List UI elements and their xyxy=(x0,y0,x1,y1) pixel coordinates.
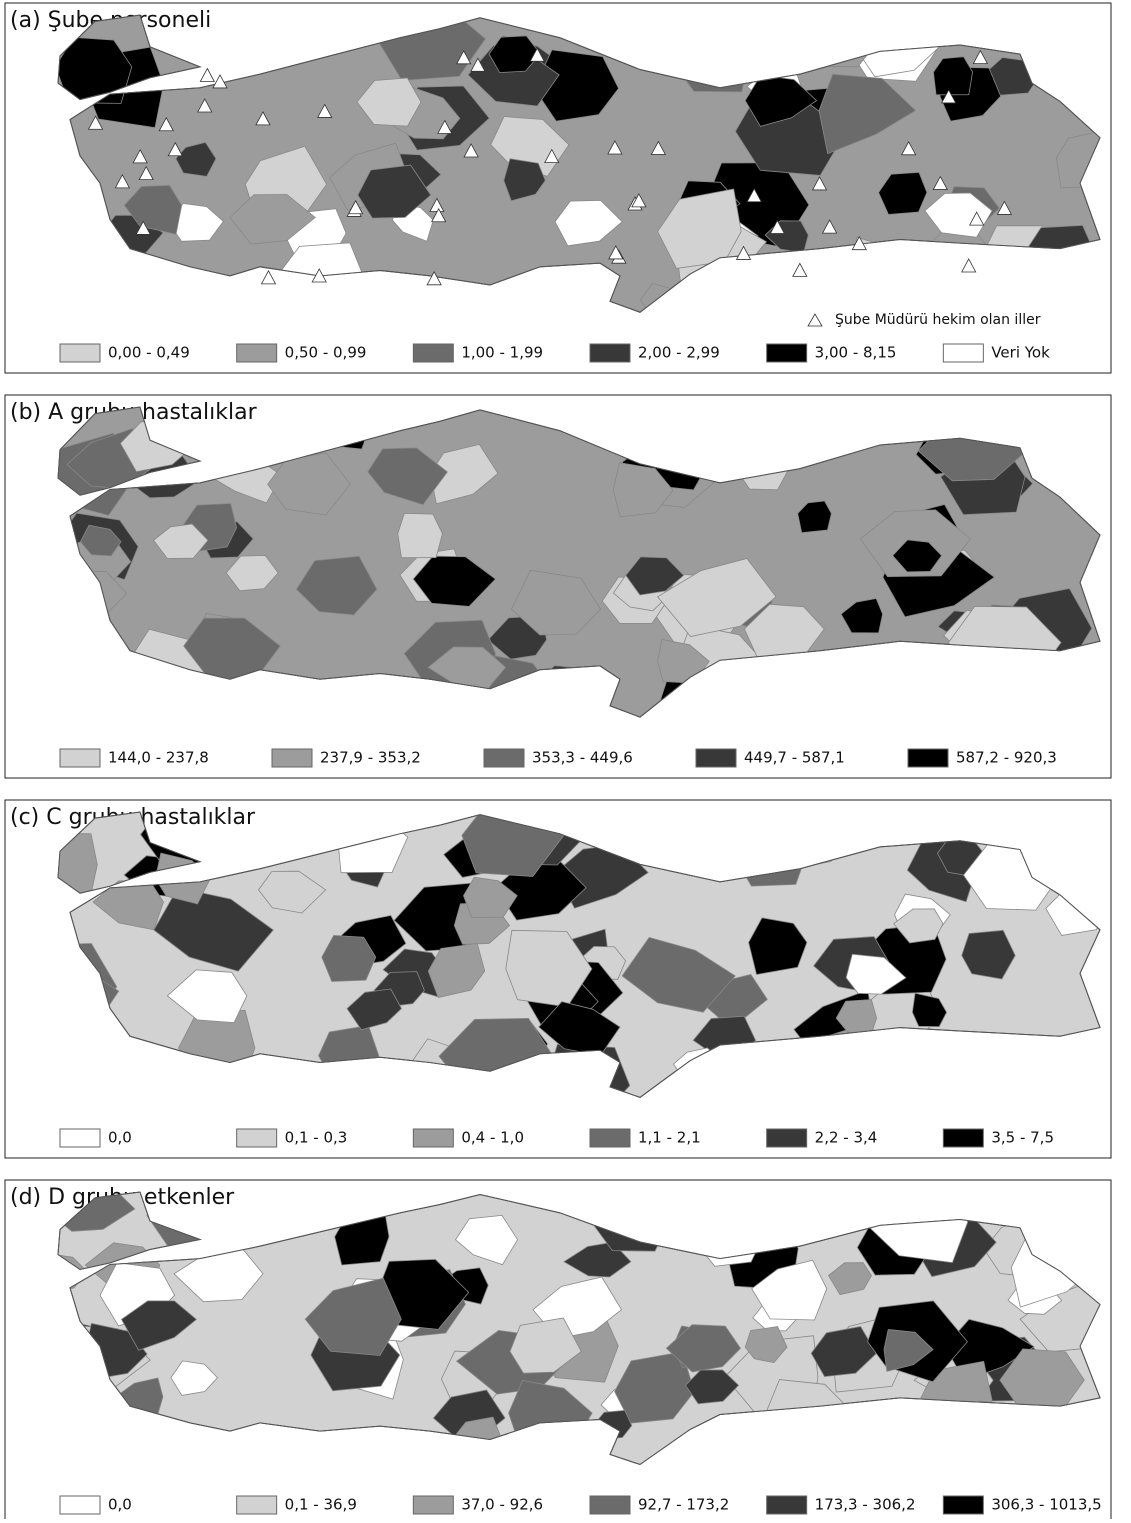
legend-swatch xyxy=(237,1129,277,1147)
legend-swatch xyxy=(272,749,312,767)
legend-swatch xyxy=(237,1496,277,1514)
province xyxy=(207,12,279,75)
province xyxy=(27,676,119,737)
province xyxy=(256,817,304,846)
legend-swatch xyxy=(590,344,630,362)
legend-label: 237,9 - 353,2 xyxy=(320,749,421,767)
legend-swatch xyxy=(767,1129,807,1147)
legend-swatch xyxy=(590,1129,630,1147)
province xyxy=(920,254,982,315)
province xyxy=(980,1158,1075,1221)
province xyxy=(1008,258,1063,296)
province xyxy=(1019,407,1062,442)
province xyxy=(854,1433,924,1488)
legend-label: 2,2 - 3,4 xyxy=(815,1129,878,1147)
legend-label: 144,0 - 237,8 xyxy=(108,749,209,767)
legend-label: Veri Yok xyxy=(991,344,1050,362)
triangle-marker xyxy=(793,263,807,276)
province xyxy=(804,1030,859,1083)
province xyxy=(1041,1232,1082,1264)
triangle-marker xyxy=(213,75,227,88)
province xyxy=(995,1450,1048,1478)
triangle-marker xyxy=(200,69,214,82)
note-symbol xyxy=(808,314,822,326)
legend-swatch xyxy=(767,344,807,362)
legend-label: 449,7 - 587,1 xyxy=(744,749,845,767)
legend-swatch xyxy=(413,344,453,362)
legend-label: 3,5 - 7,5 xyxy=(991,1129,1054,1147)
note-text: Şube Müdürü hekim olan iller xyxy=(835,312,1041,328)
panel: (a) Şube personeliŞube Müdürü hekim olan… xyxy=(5,0,1127,373)
panel: (d) D grubu etkenler0,00,1 - 36,937,0 - … xyxy=(5,1158,1121,1519)
province xyxy=(876,1055,918,1099)
legend-swatch xyxy=(60,1496,100,1514)
province xyxy=(1059,690,1131,740)
legend-swatch xyxy=(237,344,277,362)
legend-label: 2,00 - 2,99 xyxy=(638,344,720,362)
legend-swatch xyxy=(484,749,524,767)
legend-label: 0,1 - 36,9 xyxy=(285,1496,357,1514)
province xyxy=(759,264,815,306)
legend-label: 587,2 - 920,3 xyxy=(956,749,1057,767)
province xyxy=(873,1055,966,1108)
legend-swatch xyxy=(413,1129,453,1147)
legend-swatch xyxy=(590,1496,630,1514)
province xyxy=(858,1050,963,1113)
province xyxy=(742,1047,821,1095)
province xyxy=(67,245,121,285)
province xyxy=(32,833,98,895)
triangle-marker xyxy=(261,271,275,284)
province xyxy=(1015,662,1097,718)
legend-swatch xyxy=(943,1129,983,1147)
legend-swatch xyxy=(60,1129,100,1147)
legend-label: 0,50 - 0,99 xyxy=(285,344,367,362)
legend-swatch xyxy=(60,344,100,362)
legend-label: 0,4 - 1,0 xyxy=(461,1129,524,1147)
triangle-marker xyxy=(962,259,976,272)
province xyxy=(1028,1189,1070,1225)
legend-label: 0,1 - 0,3 xyxy=(285,1129,348,1147)
province xyxy=(335,1207,389,1266)
figure: (a) Şube personeliŞube Müdürü hekim olan… xyxy=(0,0,1131,1519)
province xyxy=(398,513,443,557)
province xyxy=(904,1049,974,1093)
legend-label: 353,3 - 449,6 xyxy=(532,749,633,767)
legend-label: 92,7 - 173,2 xyxy=(638,1496,729,1514)
legend-label: 1,1 - 2,1 xyxy=(638,1129,701,1147)
province xyxy=(29,269,92,310)
page: (a) Şube personeliŞube Müdürü hekim olan… xyxy=(0,0,1131,1519)
legend-label: 0,00 - 0,49 xyxy=(108,344,190,362)
legend-label: 0,0 xyxy=(108,1129,132,1147)
legend-label: 306,3 - 1013,5 xyxy=(991,1496,1101,1514)
panel: (c) C grubu hastalıklar0,00,1 - 0,30,4 -… xyxy=(5,799,1111,1158)
panel: (b) A grubu hastalıklar144,0 - 237,8237,… xyxy=(5,382,1131,778)
legend-swatch xyxy=(413,1496,453,1514)
province xyxy=(796,799,858,850)
legend-label: 37,0 - 92,6 xyxy=(461,1496,543,1514)
legend-swatch xyxy=(60,749,100,767)
province xyxy=(864,683,946,745)
legend-swatch xyxy=(943,1496,983,1514)
legend-swatch xyxy=(943,344,983,362)
legend-label: 1,00 - 1,99 xyxy=(461,344,543,362)
province xyxy=(751,282,837,341)
legend-swatch xyxy=(696,749,736,767)
legend-swatch xyxy=(767,1496,807,1514)
province xyxy=(774,382,856,445)
province xyxy=(733,825,806,886)
legend-label: 173,3 - 306,2 xyxy=(815,1496,916,1514)
province xyxy=(977,650,1043,699)
province xyxy=(739,1162,819,1221)
legend-label: 0,0 xyxy=(108,1496,132,1514)
province xyxy=(1024,420,1100,489)
province xyxy=(545,1044,630,1127)
province xyxy=(522,666,613,737)
legend-label: 3,00 - 8,15 xyxy=(815,344,897,362)
province xyxy=(1036,810,1106,863)
province xyxy=(970,1401,1020,1445)
legend-swatch xyxy=(908,749,948,767)
